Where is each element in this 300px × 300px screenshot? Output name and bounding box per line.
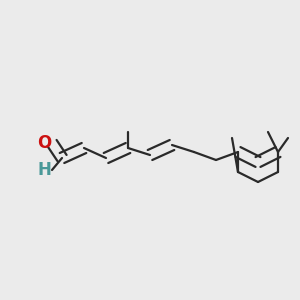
Text: H: H — [37, 161, 51, 179]
Text: O: O — [37, 134, 51, 152]
